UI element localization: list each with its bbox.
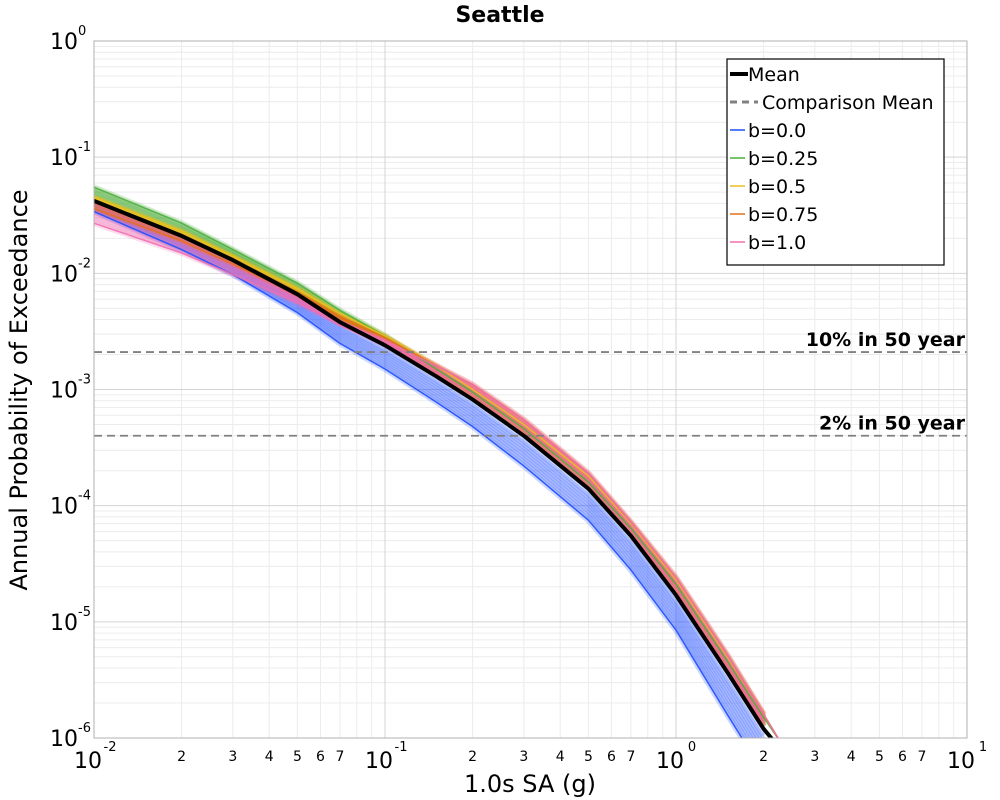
reference-line-label: 2% in 50 year [819,413,966,435]
x-minor-tick-label: 4 [556,749,565,765]
x-tick-exponent: -1 [395,740,408,755]
band-curve [94,208,767,724]
band-curve [94,205,755,738]
y-tick-exponent: -3 [78,373,91,388]
legend-label: Comparison Mean [762,92,934,114]
x-minor-tick-label: 6 [316,749,325,765]
x-minor-tick-label: 2 [759,749,768,765]
y-tick-exponent: 0 [78,24,86,39]
x-minor-tick-label: 3 [519,749,528,765]
mean-curve-layer [94,199,774,738]
legend: Mean Comparison Mean b=0.0 b=0.25 b=0.5 b=0.7… [726,58,945,266]
band-curve [94,191,767,726]
legend-label: Mean [748,64,800,86]
band-curve [94,190,767,724]
y-tick-exponent: -5 [78,605,91,620]
y-tick-label: 10 [50,727,78,752]
x-minor-tick-label: 7 [917,749,926,765]
x-minor-tick-label: 5 [293,749,302,765]
band-curve [94,206,767,726]
legend-label: b=0.5 [748,176,806,198]
y-tick-label: 10 [50,262,78,287]
series-line [94,222,779,738]
band-curve [94,187,767,722]
y-tick-exponent: -4 [78,489,91,504]
mean-curve [94,199,774,738]
x-tick-label: 10 [365,749,393,774]
reference-line-label: 10% in 50 year [806,329,966,351]
x-minor-tick-label: 5 [584,749,593,765]
y-tick-exponent: -6 [78,721,91,736]
chart-title: Seattle [455,3,544,28]
reference-lines: 10% in 50 year 2% in 50 year [94,329,967,437]
y-tick-exponent: -1 [78,140,91,155]
x-minor-tick-label: 6 [607,749,616,765]
series-line [94,210,743,738]
y-tick-label: 10 [50,146,78,171]
x-minor-tick-label: 2 [177,749,186,765]
y-tick-label: 10 [50,379,78,404]
x-minor-tick-label: 3 [228,749,237,765]
y-axis-label: Annual Probability of Exceedance [5,189,33,590]
legend-box [726,58,945,266]
y-tick-exponent: -2 [78,256,91,271]
x-minor-tick-label: 4 [265,749,274,765]
band-curve [94,206,752,738]
x-minor-tick-label: 3 [810,749,819,765]
x-minor-tick-label: 7 [626,749,635,765]
band-curve [94,196,767,723]
x-minor-tick-label: 7 [335,749,344,765]
y-tick-label: 10 [50,30,78,55]
x-tick-exponent: 1 [979,740,987,755]
x-minor-tick-label: 6 [898,749,907,765]
x-tick-label: 10 [74,749,102,774]
legend-label: b=1.0 [748,232,806,254]
band-curve [94,188,767,723]
x-axis-label: 1.0s SA (g) [464,770,596,798]
series-line [94,196,779,738]
y-tick-label: 10 [50,611,78,636]
band-curve [94,213,767,721]
x-tick-label: 10 [947,749,975,774]
legend-label: b=0.25 [748,148,818,170]
plot-frame [93,40,968,739]
y-tick-label: 10 [50,495,78,520]
x-tick-exponent: 0 [688,740,696,755]
band-curve [94,202,763,738]
x-tick-exponent: -2 [104,740,117,755]
legend-label: b=0.75 [748,204,818,226]
band-curve [94,203,760,738]
x-minor-tick-label: 2 [468,749,477,765]
x-minor-tick-label: 5 [875,749,884,765]
band-curve [94,204,757,738]
x-minor-tick-label: 4 [847,749,856,765]
legend-label: b=0.0 [748,120,806,142]
x-tick-label: 10 [656,749,684,774]
series-line [94,186,779,738]
